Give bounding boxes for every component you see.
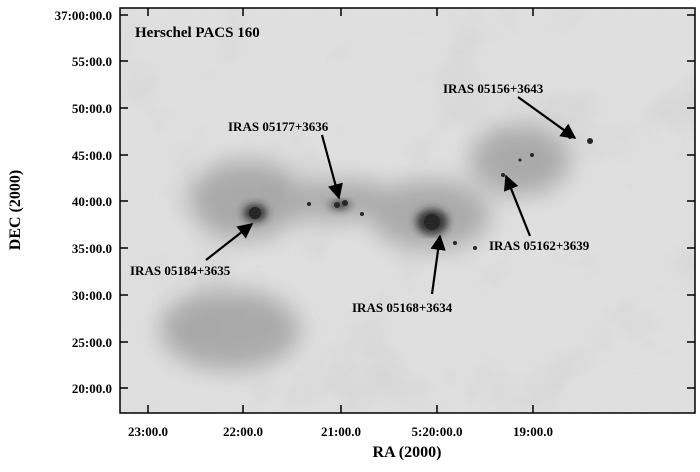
y-tick-label: 50:00.0 [72,101,112,116]
annotation: IRAS 05156+3643 [443,81,544,96]
y-tick-label: 40:00.0 [72,194,112,209]
x-axis-label: RA (2000) [373,444,442,461]
y-tick-label: 45:00.0 [72,148,112,163]
x-tick-label: 22:00.0 [223,424,263,439]
y-axis-label: DEC (2000) [7,170,24,250]
x-tick-label: 21:00.0 [321,424,361,439]
annotation: IRAS 05184+3635 [130,263,231,278]
annotation: IRAS 05177+3636 [228,119,329,134]
frame [119,7,696,414]
y-tick-label: 30:00.0 [72,288,112,303]
x-tick-label: 5:20:00.0 [412,424,463,439]
x-tick-label: 19:00.0 [513,424,553,439]
x-tick-label: 23:00.0 [128,424,168,439]
y-tick-label: 20:00.0 [72,381,112,396]
y-tick-label: 25:00.0 [72,335,112,350]
arrows [205,96,577,295]
annotation: IRAS 05168+3634 [352,300,453,315]
sky-image [120,8,695,413]
y-tick-label: 37:00:00.0 [55,8,112,23]
y-tick-label: 55:00.0 [72,54,112,69]
panel-label: Herschel PACS 160 [135,25,260,41]
annotation: IRAS 05162+3639 [489,238,590,253]
y-tick-label: 35:00.0 [72,241,112,256]
